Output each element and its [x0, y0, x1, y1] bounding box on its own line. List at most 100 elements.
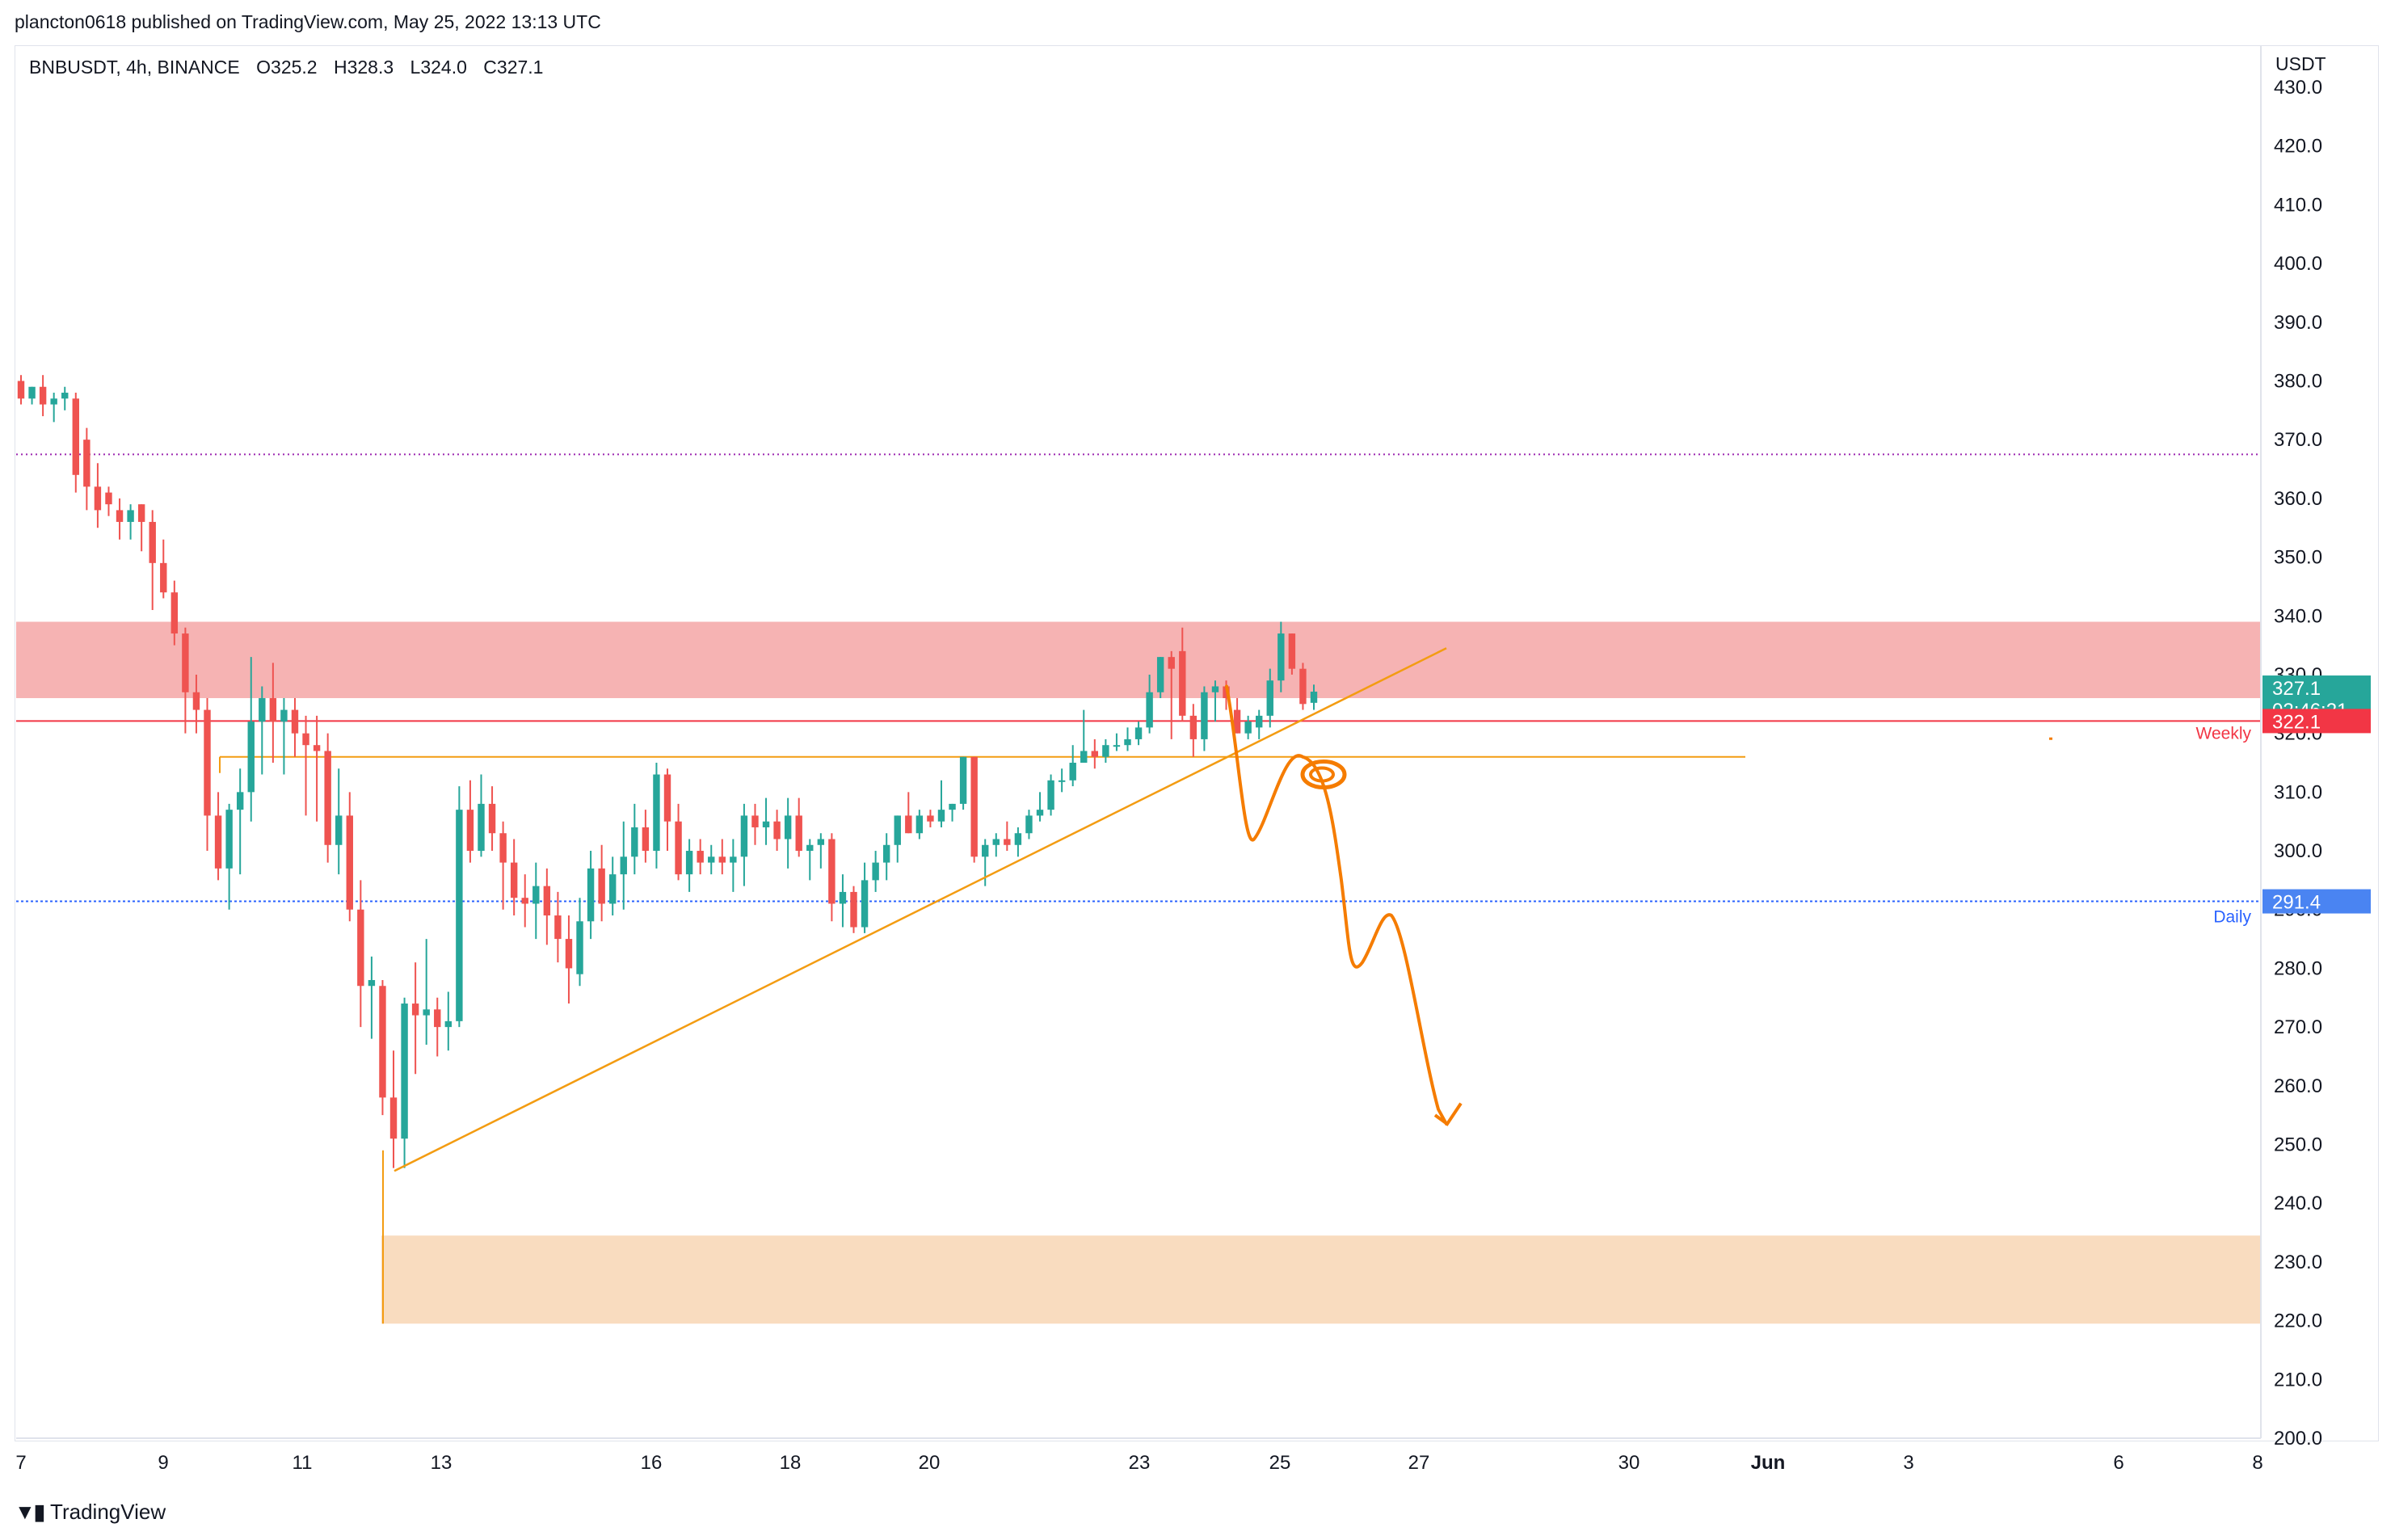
ticker-label[interactable]: BNBUSDT, 4h, BINANCE [29, 57, 240, 78]
candle-body [1014, 833, 1022, 845]
candle-body [17, 381, 25, 399]
candle-body [280, 709, 288, 722]
candle-body [1124, 738, 1131, 746]
candle-body [1168, 657, 1175, 669]
candle-body [1179, 650, 1186, 716]
y-tick-label: 240.0 [2274, 1193, 2322, 1214]
candle-body [543, 886, 551, 916]
candle-body [894, 815, 901, 845]
candle-body [773, 821, 781, 839]
candle-body [1047, 780, 1054, 810]
y-tick-label: 210.0 [2274, 1369, 2322, 1391]
candle-body [160, 562, 167, 593]
candle-body [1156, 657, 1164, 692]
candle-body [1266, 680, 1273, 716]
candle-body [784, 815, 792, 839]
currency-unit[interactable]: USDT [2275, 53, 2326, 74]
publisher-line: plancton0618 published on TradingView.co… [15, 11, 601, 32]
x-tick-label: 7 [15, 1452, 26, 1474]
candle-body [1069, 763, 1076, 781]
candle-body [1233, 709, 1241, 734]
candle-body [576, 921, 583, 974]
candle-body [1102, 745, 1109, 757]
candle-body [1058, 780, 1066, 782]
pivot-circle [1300, 759, 1347, 790]
y-tick-label: 410.0 [2274, 194, 2322, 216]
candle-body [872, 862, 879, 881]
candle-body [456, 810, 463, 1021]
candle-body [28, 386, 36, 399]
candle-body [762, 821, 770, 827]
candle-body [982, 844, 989, 857]
y-tick-label: 200.0 [2274, 1428, 2322, 1450]
brand-name: TradingView [50, 1500, 166, 1524]
candle-body [970, 756, 978, 857]
price-label-box [2262, 709, 2371, 734]
close-value: C327.1 [483, 57, 544, 78]
x-tick-label: 25 [1269, 1452, 1291, 1474]
projection-path [1225, 684, 1448, 1126]
candle-body [225, 810, 233, 869]
candle-body [357, 909, 364, 987]
x-tick-label: 11 [293, 1452, 313, 1474]
candle-body [795, 815, 802, 852]
candle-body [631, 827, 638, 857]
candle-body [927, 815, 934, 822]
open-value: O325.2 [256, 57, 318, 78]
x-tick-label: 13 [431, 1452, 452, 1474]
candle-body [1277, 633, 1285, 681]
candle-body [127, 510, 134, 522]
candle-body [1134, 727, 1143, 739]
tradingview-brand[interactable]: ▼▮ TradingView [15, 1500, 166, 1525]
candle-body [1025, 815, 1033, 834]
candle-body [170, 592, 179, 634]
candle-body [685, 851, 693, 875]
candle-body [937, 810, 945, 822]
y-tick-label: 380.0 [2274, 370, 2322, 392]
candle-body [949, 803, 956, 810]
candle-body [61, 393, 69, 399]
candle-body [149, 521, 156, 563]
candle-body [50, 398, 57, 405]
candle-body [521, 898, 528, 904]
candle-body [247, 722, 255, 793]
y-tick-label: 270.0 [2274, 1016, 2322, 1038]
y-tick-label: 280.0 [2274, 957, 2322, 979]
ascending-trendline [394, 647, 1447, 1172]
price-label-box [2262, 889, 2371, 914]
candle-body [882, 844, 890, 863]
candle-body [1113, 745, 1121, 747]
candle-body [434, 1009, 441, 1028]
candle-body [488, 803, 496, 834]
candle-body [1004, 839, 1011, 845]
candle-body [565, 939, 573, 969]
x-tick-label: 20 [919, 1452, 941, 1474]
candle-body [510, 862, 518, 898]
candle-body [708, 856, 715, 863]
candle-body [335, 815, 343, 845]
x-tick-label: 23 [1129, 1452, 1151, 1474]
candle-body [850, 891, 857, 928]
candle-body [192, 692, 200, 710]
x-tick-label: 30 [1618, 1452, 1640, 1474]
resistance-zone [16, 621, 2261, 699]
candle-body [83, 440, 90, 487]
candle-body [730, 856, 737, 863]
candle-body [313, 745, 321, 751]
support-zone [381, 1235, 2261, 1324]
high-value: H328.3 [333, 57, 394, 78]
y-tick-label: 230.0 [2274, 1252, 2322, 1273]
daily-line-label: Daily [2213, 908, 2251, 927]
candle-body [609, 874, 617, 904]
candle-body [302, 733, 309, 746]
candle-body [259, 698, 266, 722]
candle-body [1299, 668, 1307, 705]
candle-body [423, 1009, 430, 1016]
x-tick-label: 6 [2113, 1452, 2124, 1474]
weekly-line-label: Weekly [2196, 724, 2252, 743]
y-tick-label: 430.0 [2274, 77, 2322, 99]
x-tick-label: 3 [1903, 1452, 1913, 1474]
x-tick-label: 8 [2252, 1452, 2262, 1474]
candle-body [204, 709, 211, 816]
